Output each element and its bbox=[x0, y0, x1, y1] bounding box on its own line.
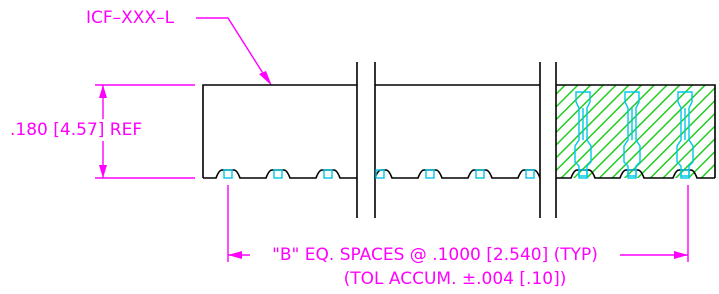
leader-arrow bbox=[259, 71, 272, 86]
part-label: ICF–XXX–L bbox=[86, 8, 175, 28]
spacing-note-line2: (TOL ACCUM. ±.004 [.10]) bbox=[344, 269, 567, 289]
drawing: ICF–XXX–L .180 [4.57] REF "B" EQ. SPACES… bbox=[0, 0, 719, 294]
contact-tip bbox=[476, 170, 484, 178]
contact-tip bbox=[324, 170, 332, 178]
bottom-edge bbox=[203, 170, 357, 178]
bottom-edge bbox=[375, 170, 540, 178]
leader bbox=[196, 18, 266, 78]
contact-tip bbox=[224, 170, 232, 178]
contact-tip bbox=[426, 170, 434, 178]
contact-tip bbox=[526, 170, 534, 178]
height-dimension-text: .180 [4.57] REF bbox=[10, 120, 142, 140]
spacing-note-line1: "B" EQ. SPACES @ .1000 [2.540] (TYP) bbox=[272, 245, 598, 265]
contact-tip bbox=[274, 170, 282, 178]
